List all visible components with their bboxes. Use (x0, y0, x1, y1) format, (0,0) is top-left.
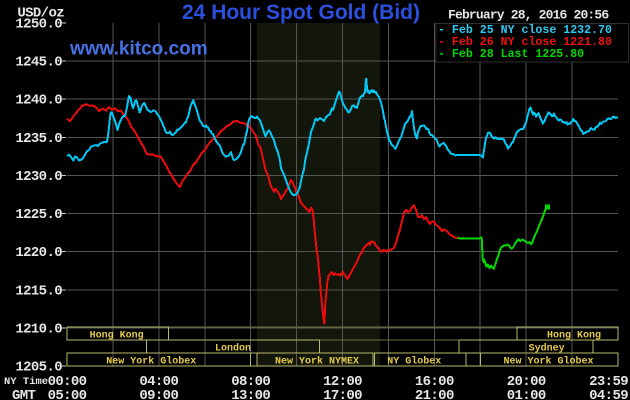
svg-text:- Feb 26 NY close 1221.80: - Feb 26 NY close 1221.80 (438, 36, 612, 49)
svg-text:NY Globex: NY Globex (387, 356, 441, 368)
svg-text:1250.0: 1250.0 (15, 17, 62, 33)
svg-text:04:59: 04:59 (589, 388, 628, 400)
svg-text:USD/oz: USD/oz (17, 6, 64, 22)
svg-text:23:59: 23:59 (589, 374, 628, 390)
svg-text:1215.0: 1215.0 (15, 283, 62, 299)
svg-text:1220.0: 1220.0 (15, 245, 62, 261)
svg-text:24 Hour Spot Gold (Bid): 24 Hour Spot Gold (Bid) (182, 1, 420, 24)
svg-text:1210.0: 1210.0 (15, 321, 62, 337)
svg-text:- Feb 28 Last 1225.80: - Feb 28 Last 1225.80 (438, 48, 584, 61)
svg-text:www.kitco.com: www.kitco.com (69, 39, 208, 60)
svg-text:1230.0: 1230.0 (15, 169, 62, 185)
svg-text:New York Globex: New York Globex (503, 356, 593, 368)
svg-text:12:00: 12:00 (323, 374, 362, 390)
svg-text:13:00: 13:00 (231, 388, 270, 400)
svg-text:09:00: 09:00 (139, 388, 178, 400)
svg-text:04:00: 04:00 (139, 374, 178, 390)
svg-text:21:00: 21:00 (415, 388, 454, 400)
svg-text:1205.0: 1205.0 (15, 360, 62, 376)
svg-text:01:00: 01:00 (507, 388, 546, 400)
svg-text:Sydney: Sydney (529, 343, 565, 355)
svg-text:New York Globex: New York Globex (106, 356, 196, 368)
svg-text:GMT: GMT (12, 388, 36, 400)
svg-text:20:00: 20:00 (507, 374, 546, 390)
svg-text:February 28, 2016 20:56: February 28, 2016 20:56 (448, 8, 609, 23)
svg-text:1240.0: 1240.0 (15, 93, 62, 109)
svg-text:17:00: 17:00 (323, 388, 362, 400)
svg-text:1225.0: 1225.0 (15, 207, 62, 223)
svg-text:New York NYMEX: New York NYMEX (275, 356, 359, 368)
svg-text:08:00: 08:00 (231, 374, 270, 390)
svg-text:1245.0: 1245.0 (15, 55, 62, 71)
svg-text:- Feb 25 NY close 1232.70: - Feb 25 NY close 1232.70 (438, 24, 612, 37)
svg-text:Hong Kong: Hong Kong (90, 331, 144, 342)
svg-text:NY Time: NY Time (4, 376, 48, 388)
svg-text:00:00: 00:00 (48, 374, 87, 390)
svg-text:05:00: 05:00 (48, 388, 87, 400)
svg-text:16:00: 16:00 (415, 374, 454, 390)
svg-text:London: London (215, 343, 251, 355)
svg-text:1235.0: 1235.0 (15, 131, 62, 147)
svg-text:Hong Kong: Hong Kong (547, 331, 601, 342)
